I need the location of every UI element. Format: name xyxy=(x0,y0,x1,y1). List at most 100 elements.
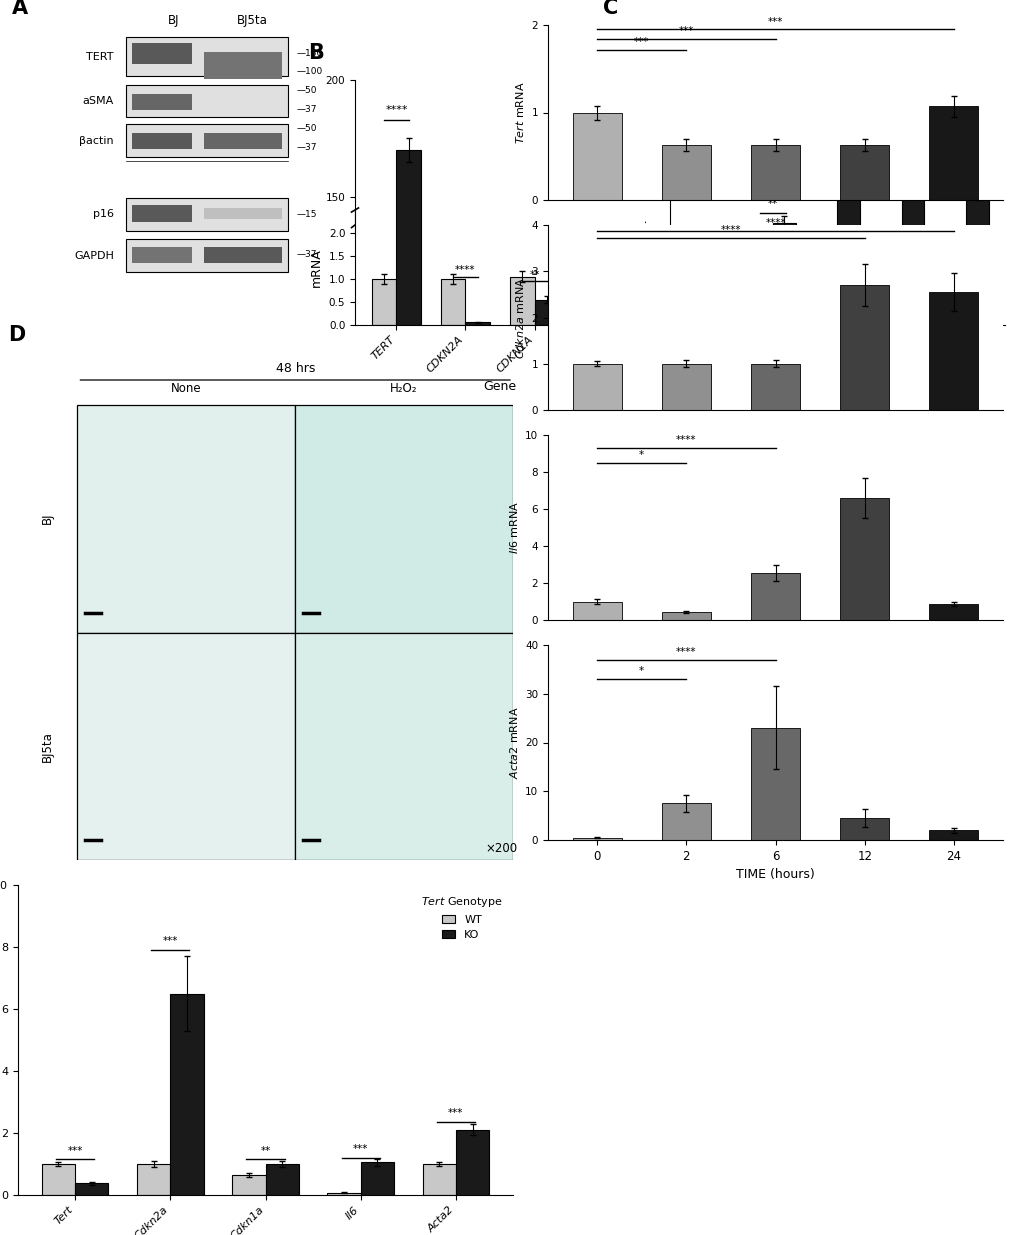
Text: ****: **** xyxy=(720,225,741,235)
Bar xyxy=(131,247,192,263)
Text: —150: —150 xyxy=(297,49,323,58)
Bar xyxy=(204,247,281,263)
Text: ***: *** xyxy=(678,26,693,36)
Text: —50: —50 xyxy=(297,86,317,95)
Bar xyxy=(965,193,988,325)
Bar xyxy=(572,364,621,410)
Bar xyxy=(361,1162,393,1195)
Text: —50: —50 xyxy=(297,125,317,133)
Bar xyxy=(750,727,799,840)
Y-axis label: $\it{Tert}$ mRNA: $\it{Tert}$ mRNA xyxy=(514,82,526,143)
Bar xyxy=(572,601,621,620)
Text: ****: **** xyxy=(676,435,696,445)
Text: *: * xyxy=(639,666,644,677)
Text: **: ** xyxy=(703,226,713,236)
Bar xyxy=(42,1165,75,1195)
Bar xyxy=(396,0,420,325)
Text: BJ5ta: BJ5ta xyxy=(236,14,267,27)
Bar xyxy=(204,132,281,148)
Text: —37: —37 xyxy=(297,249,317,258)
Text: ***: *** xyxy=(595,258,610,268)
Bar xyxy=(686,251,708,325)
Bar xyxy=(661,611,710,620)
Bar xyxy=(928,291,977,410)
Bar xyxy=(441,279,465,325)
Bar xyxy=(126,198,287,231)
Bar xyxy=(510,546,534,548)
Bar xyxy=(603,312,627,325)
Text: ***: *** xyxy=(162,936,178,946)
Text: ****: **** xyxy=(676,647,696,657)
Bar xyxy=(77,405,294,632)
Text: —37: —37 xyxy=(297,105,317,114)
Text: BJ: BJ xyxy=(41,513,54,525)
Y-axis label: $\it{Acta2}$ mRNA: $\it{Acta2}$ mRNA xyxy=(507,706,519,779)
Bar xyxy=(661,144,710,200)
Text: **: ** xyxy=(767,199,777,209)
Text: BJ: BJ xyxy=(168,14,179,27)
Y-axis label: $\it{Cdkn2a}$ mRNA: $\it{Cdkn2a}$ mRNA xyxy=(514,277,526,358)
Y-axis label: $\it{Il6}$ mRNA: $\it{Il6}$ mRNA xyxy=(507,501,519,555)
Text: *: * xyxy=(639,450,644,459)
Text: ***: *** xyxy=(447,1109,463,1119)
Bar xyxy=(901,96,923,325)
Text: p16: p16 xyxy=(93,210,114,220)
Bar xyxy=(294,632,513,860)
Text: aSMA: aSMA xyxy=(83,96,114,106)
Text: 48 hrs: 48 hrs xyxy=(275,362,315,375)
Text: ***: *** xyxy=(634,37,649,47)
X-axis label: Gene: Gene xyxy=(483,380,516,394)
Legend: None, H₂O₂: None, H₂O₂ xyxy=(675,36,735,70)
Text: **: ** xyxy=(896,68,906,78)
Text: ***: *** xyxy=(353,1144,368,1153)
Bar xyxy=(708,284,731,325)
Text: βactin: βactin xyxy=(79,136,114,146)
Bar xyxy=(943,251,965,325)
Text: B: B xyxy=(309,42,324,63)
Text: TERT: TERT xyxy=(87,52,114,62)
Text: C: C xyxy=(602,0,618,19)
Y-axis label: mRNA: mRNA xyxy=(634,158,647,196)
Bar xyxy=(840,818,889,840)
Bar xyxy=(75,1183,108,1195)
Bar xyxy=(372,546,396,548)
Bar xyxy=(840,498,889,620)
Text: ***: *** xyxy=(67,1146,83,1156)
Text: BJ5ta: BJ5ta xyxy=(41,731,54,762)
Bar xyxy=(579,546,603,548)
Bar xyxy=(750,364,799,410)
Bar xyxy=(131,43,192,64)
Bar xyxy=(534,546,558,548)
Bar xyxy=(131,132,192,148)
Bar xyxy=(126,125,287,157)
Bar xyxy=(837,104,859,325)
Text: ****: **** xyxy=(764,217,785,227)
Bar xyxy=(126,240,287,272)
Bar xyxy=(126,84,287,117)
Bar xyxy=(572,112,621,200)
Y-axis label: mRNA: mRNA xyxy=(310,248,323,287)
Text: A: A xyxy=(12,0,29,19)
Bar xyxy=(204,52,281,79)
Bar xyxy=(661,804,710,840)
Bar xyxy=(750,251,772,325)
Text: —15: —15 xyxy=(297,210,317,219)
Legend: WT, KO: WT, KO xyxy=(417,890,506,945)
Text: H₂O₂: H₂O₂ xyxy=(390,382,418,395)
Bar xyxy=(372,279,396,325)
Legend: BJ, BJ5ta: BJ, BJ5ta xyxy=(579,85,639,120)
Bar xyxy=(750,144,799,200)
Text: None: None xyxy=(171,382,202,395)
X-axis label: TIME (hours): TIME (hours) xyxy=(736,868,814,882)
Text: **: ** xyxy=(529,270,539,280)
Text: ***: *** xyxy=(767,17,783,27)
X-axis label: Gene: Gene xyxy=(820,380,853,394)
Text: GAPDH: GAPDH xyxy=(74,251,114,261)
Bar xyxy=(131,94,192,110)
Bar xyxy=(510,277,534,325)
Bar xyxy=(422,1165,455,1195)
Bar xyxy=(455,1130,489,1195)
Bar xyxy=(465,322,489,325)
Text: ×200: ×200 xyxy=(485,842,518,855)
Bar xyxy=(928,830,977,840)
